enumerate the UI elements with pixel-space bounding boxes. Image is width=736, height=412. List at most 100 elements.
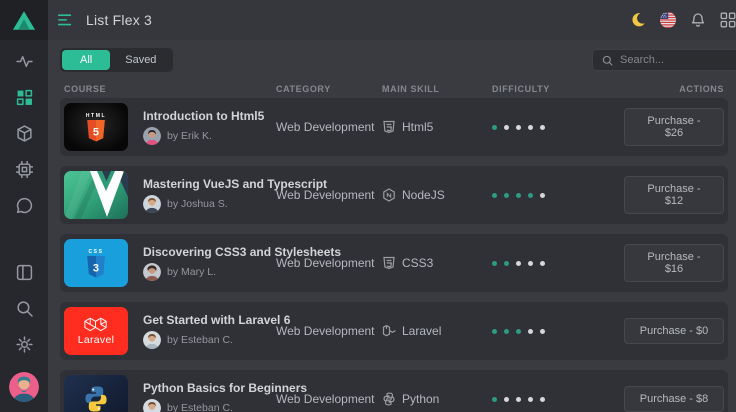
app-logo[interactable] [0, 0, 48, 40]
course-cell: CSS 3 Discovering CSS3 and Stylesheets [64, 239, 342, 287]
vuejs-logo [64, 171, 128, 219]
filter-tabs: All Saved [60, 48, 174, 72]
svg-text:5: 5 [93, 126, 99, 138]
course-author: by Mary L. [167, 266, 217, 278]
table-row[interactable]: HTML 5 Introduction to Html5 [60, 98, 728, 156]
course-title: Python Basics for Beginners [143, 381, 308, 395]
css3-shield-icon [382, 256, 396, 270]
course-author: by Esteban C. [167, 334, 233, 346]
search-input[interactable] [620, 54, 734, 66]
css3-logo: CSS 3 [64, 239, 128, 287]
html5-logo: HTML 5 [64, 103, 128, 151]
search-box[interactable] [592, 49, 736, 71]
sidebar-nav [15, 40, 33, 214]
bell-icon[interactable] [689, 12, 706, 29]
tab-all[interactable]: All [62, 50, 111, 70]
topbar: List Flex 3 [48, 0, 736, 40]
page-title: List Flex 3 [86, 12, 152, 28]
difficulty-dots [492, 192, 624, 198]
menu-icon[interactable] [58, 13, 73, 27]
course-title: Mastering VueJS and Typescript [143, 177, 328, 191]
table-row[interactable]: Python Basics for Beginners by Es [60, 370, 728, 412]
author-avatar [143, 127, 161, 145]
course-cell: HTML 5 Introduction to Html5 [64, 103, 276, 151]
course-skill-cell: Laravel [382, 324, 492, 338]
header-category: CATEGORY [276, 84, 331, 94]
header-difficulty: DIFFICULTY [492, 84, 550, 94]
tab-saved[interactable]: Saved [125, 54, 157, 66]
box-icon[interactable] [16, 125, 33, 142]
difficulty-dots [492, 328, 624, 334]
course-category: Web Development [276, 188, 375, 202]
search-icon [602, 55, 613, 66]
course-skill: NodeJS [402, 188, 445, 202]
grid-icon[interactable] [16, 89, 33, 106]
course-author: by Erik K. [167, 130, 212, 142]
purchase-button[interactable]: Purchase - $26 [624, 108, 724, 146]
laravel-mark-icon [382, 324, 396, 338]
layout-icon[interactable] [16, 264, 33, 281]
course-skill-cell: CSS3 [382, 256, 492, 270]
user-avatar[interactable] [9, 372, 39, 402]
settings-icon[interactable] [15, 336, 33, 353]
course-author: by Esteban C. [167, 402, 233, 412]
course-skill: Html5 [402, 120, 434, 134]
cpu-icon[interactable] [15, 161, 33, 178]
course-cell: Python Basics for Beginners by Es [64, 375, 308, 412]
course-author: by Joshua S. [167, 198, 228, 210]
apps-grid-icon[interactable] [719, 12, 736, 29]
header-actions: ACTIONS [679, 84, 724, 94]
author-avatar [143, 399, 161, 412]
course-title: Introduction to Html5 [143, 109, 265, 123]
author-avatar [143, 195, 161, 213]
python-mark-icon [382, 392, 396, 406]
activity-icon[interactable] [15, 53, 33, 70]
difficulty-dots [492, 124, 624, 130]
author-avatar [143, 331, 161, 349]
main-area: List Flex 3 [48, 0, 736, 412]
difficulty-dots [492, 396, 624, 402]
author-avatar [143, 263, 161, 281]
course-category: Web Development [276, 392, 375, 406]
purchase-button[interactable]: Purchase - $8 [624, 386, 724, 412]
content-area: All Saved COURSE CATEGORY MAIN SKILL DIF… [48, 40, 736, 412]
nodejs-hexagon-icon [382, 188, 396, 202]
svg-text:3: 3 [93, 262, 99, 274]
course-category: Web Development [276, 256, 375, 270]
table-row[interactable]: Mastering VueJS and Typescript by [60, 166, 728, 224]
moon-icon[interactable] [629, 12, 646, 29]
sidebar [0, 0, 48, 412]
course-category: Web Development [276, 120, 375, 134]
course-skill-cell: NodeJS [382, 188, 492, 202]
purchase-button[interactable]: Purchase - $16 [624, 244, 724, 282]
course-skill: Laravel [402, 324, 442, 338]
python-logo [64, 375, 128, 412]
table-header: COURSE CATEGORY MAIN SKILL DIFFICULTY AC… [60, 80, 728, 98]
course-cell: Laravel Get Started with Laravel 6 [64, 307, 291, 355]
course-skill-cell: Python [382, 392, 492, 406]
course-title: Discovering CSS3 and Stylesheets [143, 245, 342, 259]
html5-shield-icon [382, 120, 396, 134]
toolbar: All Saved [60, 48, 736, 72]
us-flag-icon[interactable] [659, 12, 676, 29]
course-skill: Python [402, 392, 440, 406]
table-row[interactable]: CSS 3 Discovering CSS3 and Stylesheets [60, 234, 728, 292]
course-cell: Mastering VueJS and Typescript by [64, 171, 328, 219]
triangle-logo [12, 10, 36, 30]
header-course: COURSE [64, 84, 107, 94]
difficulty-dots [492, 260, 624, 266]
sidebar-bottom-nav [9, 264, 39, 412]
table-row[interactable]: Laravel Get Started with Laravel 6 [60, 302, 728, 360]
search-icon[interactable] [16, 300, 33, 317]
purchase-button[interactable]: Purchase - $0 [624, 318, 724, 344]
chat-icon[interactable] [16, 197, 33, 214]
course-skill: CSS3 [402, 256, 434, 270]
course-category: Web Development [276, 324, 375, 338]
course-title: Get Started with Laravel 6 [143, 313, 291, 327]
topbar-icons [629, 12, 736, 29]
course-skill-cell: Html5 [382, 120, 492, 134]
laravel-logo: Laravel [64, 307, 128, 355]
header-skill: MAIN SKILL [382, 84, 440, 94]
purchase-button[interactable]: Purchase - $12 [624, 176, 724, 214]
